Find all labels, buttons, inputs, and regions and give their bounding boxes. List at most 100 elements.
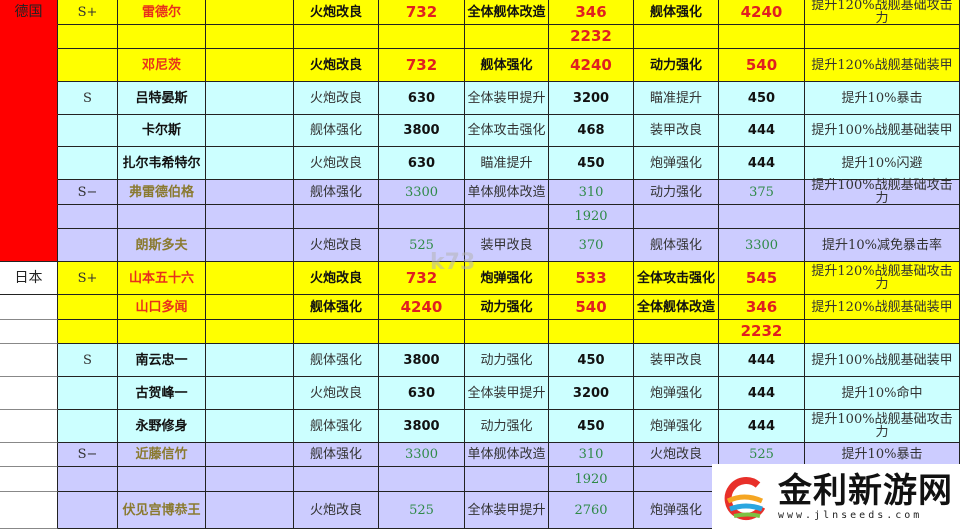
cell-rank bbox=[58, 467, 118, 492]
cell-skill-2: 单体舰体改造 bbox=[465, 180, 549, 205]
cell-country bbox=[0, 467, 58, 492]
cell-value-1: 3300 bbox=[379, 180, 465, 205]
cell-blank bbox=[206, 320, 294, 344]
cell-effect: 提升100%战舰基础装甲 bbox=[805, 344, 960, 377]
cell-skill-3: 炮弹强化 bbox=[634, 492, 719, 529]
cell-skill-1 bbox=[294, 467, 379, 492]
cell-blank bbox=[206, 262, 294, 295]
cell-value-1: 732 bbox=[379, 262, 465, 295]
cell-value-3: 545 bbox=[719, 262, 805, 295]
cell-skill-2: 单体舰体改造 bbox=[465, 443, 549, 467]
cell-value-2: 1920 bbox=[549, 467, 634, 492]
cell-skill-3: 装甲改良 bbox=[634, 344, 719, 377]
cell-value-2: 450 bbox=[549, 344, 634, 377]
cell-value-2: 1920 bbox=[549, 205, 634, 229]
cell-value-1: 732 bbox=[379, 49, 465, 82]
cell-skill-1: 火炮改良 bbox=[294, 147, 379, 180]
cell-skill-1: 舰体强化 bbox=[294, 410, 379, 443]
cell-name bbox=[118, 467, 206, 492]
cell-name bbox=[118, 25, 206, 49]
cell-skill-3: 炮弹强化 bbox=[634, 410, 719, 443]
cell-skill-3: 瞄准提升 bbox=[634, 82, 719, 115]
cell-blank bbox=[206, 205, 294, 229]
cell-effect: 提升120%战舰基础攻击力 bbox=[805, 262, 960, 295]
cell-country bbox=[0, 147, 58, 180]
cell-country bbox=[0, 180, 58, 205]
cell-skill-3 bbox=[634, 467, 719, 492]
cell-value-2: 450 bbox=[549, 147, 634, 180]
cell-skill-1: 舰体强化 bbox=[294, 443, 379, 467]
cell-name: 山本五十六 bbox=[118, 262, 206, 295]
cell-value-3 bbox=[719, 205, 805, 229]
cell-skill-1 bbox=[294, 25, 379, 49]
cell-value-2: 540 bbox=[549, 295, 634, 320]
cell-skill-3 bbox=[634, 320, 719, 344]
cell-value-1 bbox=[379, 320, 465, 344]
cell-skill-3: 动力强化 bbox=[634, 180, 719, 205]
cell-rank bbox=[58, 410, 118, 443]
cell-skill-2: 全体装甲提升 bbox=[465, 82, 549, 115]
k73-watermark: k73 bbox=[430, 250, 476, 275]
cell-value-1: 630 bbox=[379, 377, 465, 410]
cell-skill-1 bbox=[294, 205, 379, 229]
cell-skill-1: 舰体强化 bbox=[294, 295, 379, 320]
cell-name: 古贺峰一 bbox=[118, 377, 206, 410]
cell-country bbox=[0, 205, 58, 229]
cell-country bbox=[0, 410, 58, 443]
cell-rank bbox=[58, 49, 118, 82]
cell-rank bbox=[58, 229, 118, 262]
cell-skill-2: 全体装甲提升 bbox=[465, 377, 549, 410]
cell-effect: 提升10%命中 bbox=[805, 377, 960, 410]
cell-blank bbox=[206, 25, 294, 49]
cell-value-2: 3200 bbox=[549, 82, 634, 115]
cell-value-1: 630 bbox=[379, 147, 465, 180]
cell-blank bbox=[206, 344, 294, 377]
cell-country bbox=[0, 82, 58, 115]
cell-effect: 提升120%战舰基础装甲 bbox=[805, 49, 960, 82]
cell-value-3: 4240 bbox=[719, 0, 805, 25]
cell-blank bbox=[206, 295, 294, 320]
cell-country bbox=[0, 443, 58, 467]
cell-value-3: 2232 bbox=[719, 320, 805, 344]
cell-skill-3 bbox=[634, 205, 719, 229]
cell-country bbox=[0, 49, 58, 82]
cell-skill-3: 炮弹强化 bbox=[634, 377, 719, 410]
cell-skill-2: 瞄准提升 bbox=[465, 147, 549, 180]
cell-value-2: 468 bbox=[549, 115, 634, 147]
cell-blank bbox=[206, 0, 294, 25]
cell-blank bbox=[206, 49, 294, 82]
cell-value-3: 3300 bbox=[719, 229, 805, 262]
cell-value-1: 3300 bbox=[379, 443, 465, 467]
cell-skill-3: 装甲改良 bbox=[634, 115, 719, 147]
cell-rank: S+ bbox=[58, 262, 118, 295]
cell-skill-1: 火炮改良 bbox=[294, 492, 379, 529]
cell-value-3: 444 bbox=[719, 115, 805, 147]
logo-name: 金利新游网 bbox=[778, 471, 953, 511]
cell-value-3: 346 bbox=[719, 295, 805, 320]
cell-skill-2 bbox=[465, 205, 549, 229]
site-logo: 金利新游网 www.jlnseeds.com bbox=[712, 464, 960, 529]
cell-skill-1: 火炮改良 bbox=[294, 0, 379, 25]
cell-value-2: 450 bbox=[549, 410, 634, 443]
cell-rank bbox=[58, 147, 118, 180]
cell-skill-2: 全体舰体改造 bbox=[465, 0, 549, 25]
cell-rank bbox=[58, 25, 118, 49]
cell-rank: S+ bbox=[58, 0, 118, 25]
cell-skill-1: 火炮改良 bbox=[294, 82, 379, 115]
cell-value-1: 3800 bbox=[379, 344, 465, 377]
cell-effect: 提升100%战舰基础装甲 bbox=[805, 115, 960, 147]
cell-skill-2: 动力强化 bbox=[465, 295, 549, 320]
cell-name bbox=[118, 320, 206, 344]
cell-value-2: 3200 bbox=[549, 377, 634, 410]
cell-value-2: 310 bbox=[549, 443, 634, 467]
cell-country bbox=[0, 377, 58, 410]
cell-country bbox=[0, 344, 58, 377]
cell-blank bbox=[206, 115, 294, 147]
cell-value-1: 732 bbox=[379, 0, 465, 25]
cell-value-2: 310 bbox=[549, 180, 634, 205]
cell-blank bbox=[206, 443, 294, 467]
cell-value-1 bbox=[379, 467, 465, 492]
cell-value-1: 525 bbox=[379, 492, 465, 529]
cell-blank bbox=[206, 377, 294, 410]
cell-blank bbox=[206, 229, 294, 262]
